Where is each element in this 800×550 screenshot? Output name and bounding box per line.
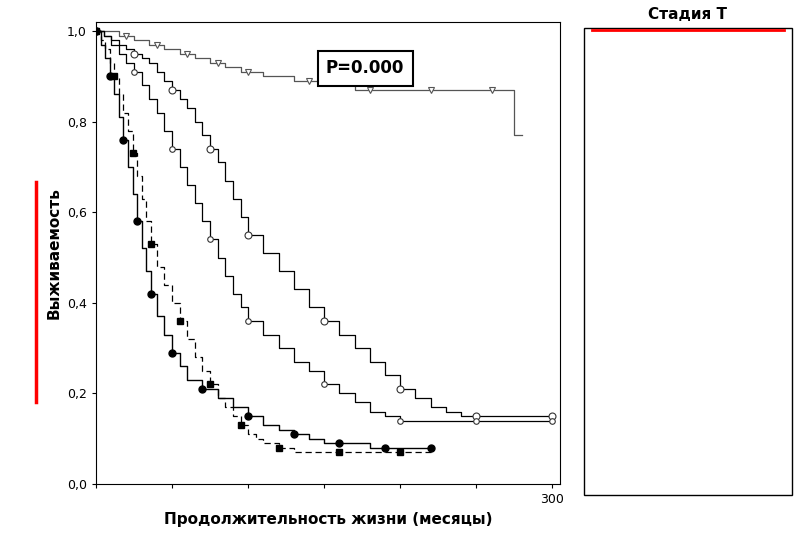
Y-axis label: Выживаемость: Выживаемость [46, 187, 62, 319]
Text: Т 1: Т 1 [673, 433, 697, 448]
Text: Т 4: Т 4 [673, 86, 697, 100]
Text: Т 3в-с: Т 3в-с [673, 173, 719, 187]
Text: Стадия Т: Стадия Т [649, 7, 727, 22]
Text: Т2: Т2 [673, 346, 692, 361]
Text: P=0.000: P=0.000 [326, 59, 404, 77]
Text: Т3а: Т3а [673, 260, 702, 274]
X-axis label: Продолжительность жизни (месяцы): Продолжительность жизни (месяцы) [164, 512, 492, 526]
